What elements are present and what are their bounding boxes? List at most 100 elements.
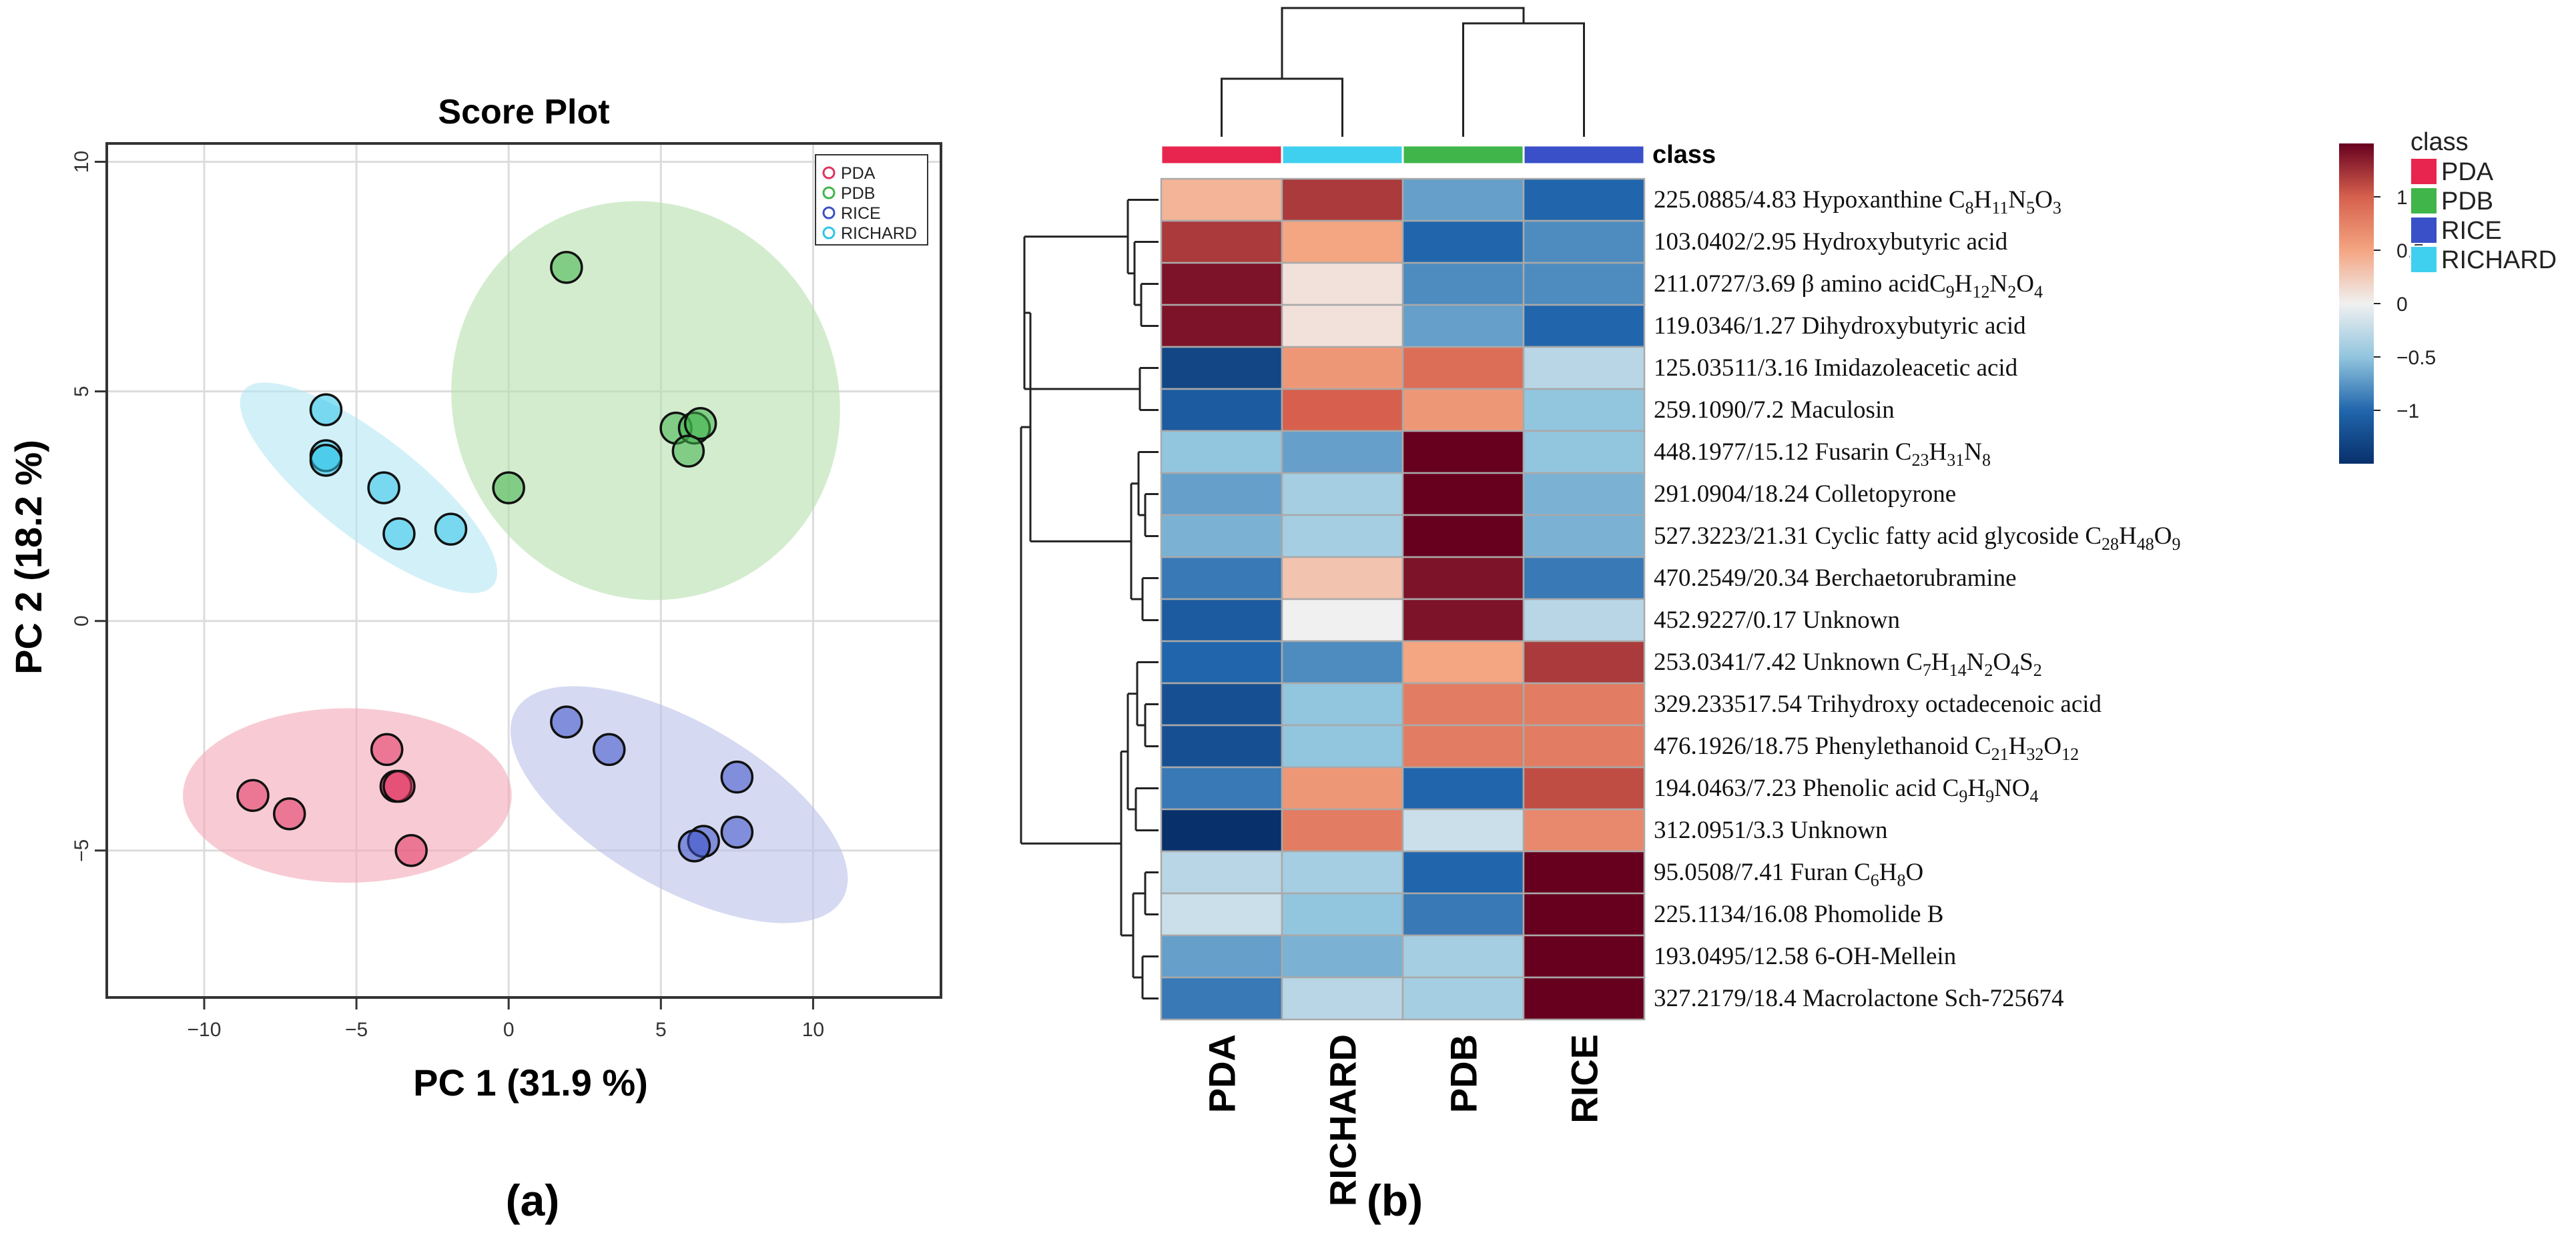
column-label-pda: PDA (1201, 1034, 1243, 1113)
class-legend-swatch-pdb (2410, 187, 2438, 215)
data-point-richard (367, 471, 400, 504)
class-legend-label-rice: RICE (2441, 217, 2502, 245)
legend-marker-pdb (822, 186, 836, 199)
heatmap-cell (1281, 934, 1404, 979)
legend-marker-richard (822, 226, 836, 240)
y-axis-label: PC 2 (18.2 %) (7, 440, 49, 675)
heatmap-cell (1401, 556, 1525, 600)
data-point-rice (677, 829, 711, 863)
row-label: 452.9227/0.17 Unknown (1654, 606, 1900, 634)
heatmap-cell (1401, 598, 1525, 643)
data-point-pdb (492, 471, 525, 504)
heatmap-cell (1522, 682, 1646, 727)
row-label: 125.03511/3.16 Imidazoleacetic acid (1654, 354, 2018, 382)
class-bar-rice (1522, 144, 1646, 165)
heatmap-cell (1401, 682, 1525, 727)
heatmap-cell (1522, 724, 1646, 769)
row-label: 476.1926/18.75 Phenylethanoid C21H32O12​ (1654, 733, 2079, 764)
legend-marker-pda (822, 166, 836, 179)
heatmap-cell (1401, 724, 1525, 769)
x-tick-label: 10 (802, 1019, 824, 1041)
row-label: 448.1977/15.12 Fusarin C23H31N8​ (1654, 438, 1991, 470)
heatmap-cell (1281, 682, 1404, 727)
scale-tick-label: 1 (2396, 187, 2408, 209)
y-tick-label: −5 (71, 839, 93, 862)
heatmap-cell (1281, 766, 1404, 811)
class-bar-richard (1281, 144, 1404, 165)
heatmap-cell (1281, 388, 1404, 432)
heatmap-cell (1522, 472, 1646, 516)
heatmap-cell (1522, 640, 1646, 685)
row-label: 329.233517.54 Trihydroxy octadecenoic ac… (1654, 691, 2102, 718)
x-axis-label: PC 1 (31.9 %) (413, 1062, 648, 1104)
class-bar-pda (1160, 144, 1283, 165)
heatmap-cell (1160, 892, 1283, 937)
heatmap-cell (1401, 388, 1525, 432)
heatmap-cell (1401, 766, 1525, 811)
heatmap-cell (1160, 430, 1283, 474)
heatmap-cell (1281, 472, 1404, 516)
class-legend-label-pda: PDA (2441, 158, 2494, 186)
class-bar-label: class (1652, 141, 1716, 169)
heatmap-cell (1522, 514, 1646, 558)
row-label: 95.0508/7.41 Furan C6H8O (1654, 859, 1923, 890)
heatmap-cell (1401, 976, 1525, 1021)
legend-label-pdb: PDB (841, 184, 875, 203)
row-label: 103.0402/2.95 Hydroxybutyric acid (1654, 228, 2008, 256)
column-dendrogram (1221, 7, 1585, 137)
data-point-rice (592, 733, 626, 767)
column-label-richard: RICHARD (1322, 1034, 1364, 1206)
data-point-pda (236, 779, 270, 812)
heatmap-cell (1281, 514, 1404, 558)
data-point-richard (309, 444, 343, 477)
row-label: 194.0463/7.23 Phenolic acid C9H9NO4​ (1654, 775, 2039, 806)
heatmap-cell (1281, 892, 1404, 937)
heatmap-cell (1160, 850, 1283, 895)
legend-label-pda: PDA (841, 164, 876, 183)
class-legend-swatch-rice (2410, 216, 2438, 244)
data-point-pda (382, 769, 416, 803)
color-scale-bar (2339, 143, 2374, 464)
data-point-pda (272, 797, 306, 831)
heatmap-cell (1401, 346, 1525, 390)
heatmap-cell (1522, 808, 1646, 853)
heatmap-cell (1522, 976, 1646, 1021)
heatmap-cell (1281, 598, 1404, 643)
heatmap-cell (1160, 388, 1283, 432)
heatmap-cell (1522, 850, 1646, 895)
heatmap-cell (1160, 346, 1283, 390)
heatmap-cell (1281, 850, 1404, 895)
heatmap-cell (1281, 976, 1404, 1021)
confidence-ellipse-pdb (451, 201, 840, 600)
heatmap-cell (1160, 808, 1283, 853)
heatmap-cell (1281, 808, 1404, 853)
row-label: 312.0951/3.3 Unknown (1654, 817, 1887, 844)
heatmap-cell (1160, 472, 1283, 516)
class-legend-label-richard: RICHARD (2441, 246, 2557, 274)
column-label-rice: RICE (1564, 1034, 1606, 1124)
panel-label-a: (a) (506, 1176, 560, 1225)
row-dendrogram (1020, 199, 1159, 999)
score-plot: −10 −5 0 5 10 −5 0 5 10 Score Plot PC 1 (31.9 %) PC… (7, 93, 942, 1104)
class-legend-title: class (2410, 128, 2469, 156)
scale-tick-label: 0 (2396, 294, 2408, 316)
column-label-pdb: PDB (1443, 1034, 1485, 1113)
heatmap-cell (1401, 220, 1525, 264)
data-point-richard (382, 517, 416, 550)
x-tick-label: −5 (345, 1019, 368, 1041)
class-legend-swatch-pda (2410, 157, 2438, 185)
heatmap-cell (1160, 976, 1283, 1021)
data-point-pda (370, 733, 404, 767)
heatmap-cell (1160, 177, 1283, 222)
data-point-pdb (671, 434, 705, 468)
heatmap-cell (1522, 934, 1646, 979)
row-label: 193.0495/12.58 6-OH-Mellein (1654, 943, 1956, 970)
heatmap-cell (1401, 177, 1525, 222)
row-label: 259.1090/7.2 Maculosin (1654, 396, 1895, 424)
heatmap-cell (1401, 430, 1525, 474)
chart-title: Score Plot (438, 93, 609, 131)
heatmap-cell (1401, 304, 1525, 348)
x-tick-label: 5 (655, 1019, 667, 1041)
heatmap-cell (1522, 262, 1646, 306)
scale-tick-label: −1 (2396, 400, 2419, 422)
